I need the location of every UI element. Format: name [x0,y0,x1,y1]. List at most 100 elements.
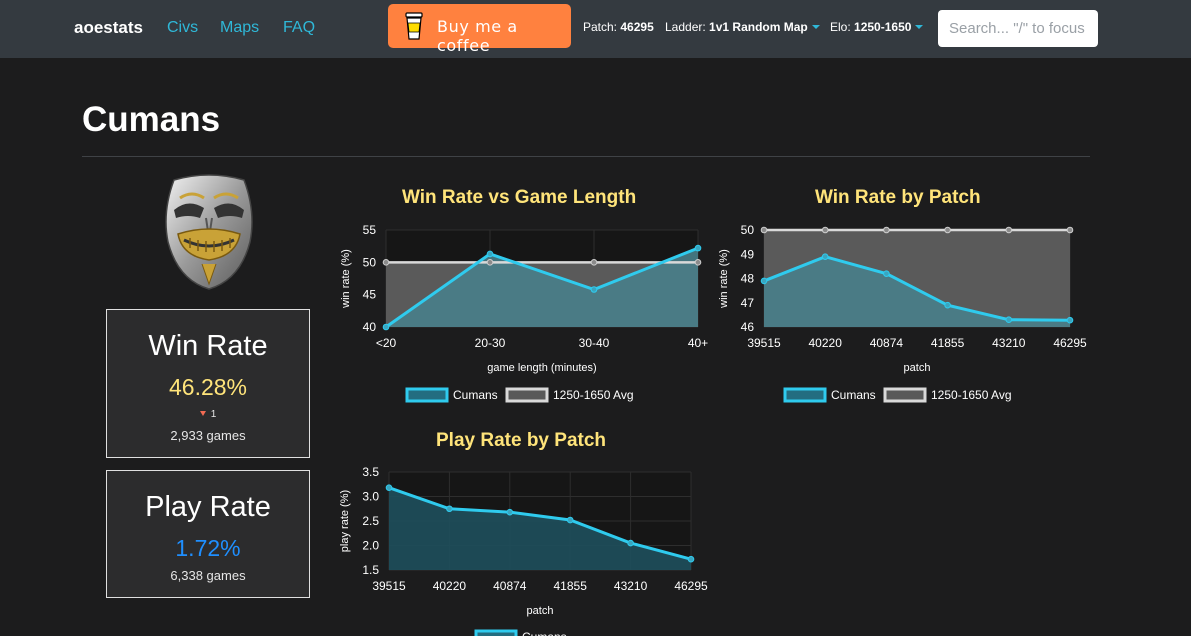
x-axis-title: patch [527,605,554,617]
x-tick-label: 43210 [614,579,648,593]
series-area [389,487,691,570]
series-point [382,323,390,331]
series-point [821,253,829,260]
x-tick-label: 40+ [688,336,708,350]
elo-label: Elo: [830,20,851,34]
arrow-down-icon [199,411,206,416]
y-tick-label: 46 [741,320,755,334]
y-axis-title: win rate (%) [340,249,352,309]
nav-link-faq[interactable]: FAQ [283,19,316,36]
series-point [566,516,574,524]
legend-label: 1250-1650 Avg [931,388,1012,402]
x-tick-label: 46295 [674,579,708,593]
x-tick-label: 46295 [1053,336,1087,350]
average-point [821,226,829,234]
x-axis-title: game length (minutes) [487,362,596,374]
y-tick-label: 45 [363,288,377,302]
y-tick-label: 2.0 [362,539,379,553]
y-tick-label: 55 [363,223,377,237]
brand-logo[interactable]: aoestats [74,18,143,37]
x-tick-label: 41855 [554,579,588,593]
ladder-value: 1v1 Random Map [709,20,808,34]
y-tick-label: 47 [741,296,755,310]
series-point [385,484,393,491]
page-title: Cumans [82,100,221,139]
chevron-down-icon [915,25,924,29]
average-point [486,259,494,266]
chart-title-win-by-patch: Win Rate by Patch [815,187,981,208]
nav-link-maps[interactable]: Maps [220,19,260,36]
series-point [883,270,890,277]
x-tick-label: 39515 [372,579,406,593]
chart-0: 40 45 50 55 <20 20-30 30-40 40+ game length (min… [340,223,708,403]
series-line [763,255,1071,322]
x-tick-label: 40220 [433,579,467,593]
y-tick-label: 49 [741,247,755,261]
average-point [1005,226,1013,234]
legend-swatch [405,387,449,403]
chevron-down-icon [811,25,820,29]
chart-title-play-by-patch: Play Rate by Patch [436,430,607,451]
play-games-count: 6,338 games [170,568,246,583]
elo-value: 1250-1650 [854,20,912,34]
play-rate-value: 1.72% [175,535,241,561]
win-rate-label: Win Rate [148,330,268,362]
series-point [694,244,702,252]
chart-1: 46 47 48 49 50 39515 40220 40874 41855 43210 46295… [718,223,1087,403]
buy-me-a-coffee-button[interactable]: Buy me a coffee [388,4,571,55]
patch-value: 46295 [620,20,654,34]
rank-change-value: 1 [210,409,217,420]
legend-label: Cumans [522,630,567,636]
legend-swatch [783,387,827,403]
x-tick-label: 40874 [493,579,527,593]
series-point [446,505,453,513]
average-point [1066,226,1074,234]
series-point [687,555,695,563]
y-tick-label: 50 [741,223,755,237]
series-point [760,277,768,285]
average-point [944,226,951,234]
legend-label: Cumans [453,388,498,402]
coffee-cup-icon [405,12,423,40]
x-axis-title: patch [904,362,931,374]
y-tick-label: 50 [363,255,377,269]
series-point [486,250,494,258]
ladder-label: Ladder: [665,20,706,34]
patch-label: Patch: [583,20,618,34]
series-point [627,539,634,547]
series-area [764,256,1070,327]
x-tick-label: 40220 [809,336,843,350]
y-tick-label: 3.5 [362,465,379,479]
x-tick-label: <20 [376,336,397,350]
legend-label: Cumans [831,388,876,402]
rank-change-badge: 1 [107,409,309,420]
search-input[interactable] [938,10,1098,47]
series-point [1005,316,1013,324]
x-tick-label: 43210 [992,336,1026,350]
patch-selector: Patch: 46295 [583,20,654,34]
divider [82,156,1090,157]
play-rate-card: Play Rate 1.72% 6,338 games [106,470,310,598]
coffee-button-label: Buy me a coffee [437,17,518,55]
cumans-mask-icon [165,174,253,290]
series-point [506,508,514,516]
ladder-dropdown[interactable]: Ladder: 1v1 Random Map [665,20,820,34]
elo-dropdown[interactable]: Elo: 1250-1650 [830,20,924,34]
win-rate-card: Win Rate 46.28% 1 2,933 games [106,309,310,458]
y-tick-label: 48 [741,272,755,286]
y-tick-label: 1.5 [362,563,379,577]
nav-link-civs[interactable]: Civs [167,19,199,36]
chart-title-win-vs-length: Win Rate vs Game Length [402,187,637,208]
average-point [883,226,890,234]
win-games-count: 2,933 games [170,428,246,443]
win-rate-value: 46.28% [168,374,247,400]
series-point [1066,316,1074,324]
y-tick-label: 2.5 [362,514,379,528]
legend-swatch [883,387,927,403]
series-point [944,301,951,309]
series-point [590,286,598,293]
average-point [760,226,768,234]
x-tick-label: 20-30 [475,336,506,350]
series-area [386,248,698,327]
average-point [382,259,390,266]
